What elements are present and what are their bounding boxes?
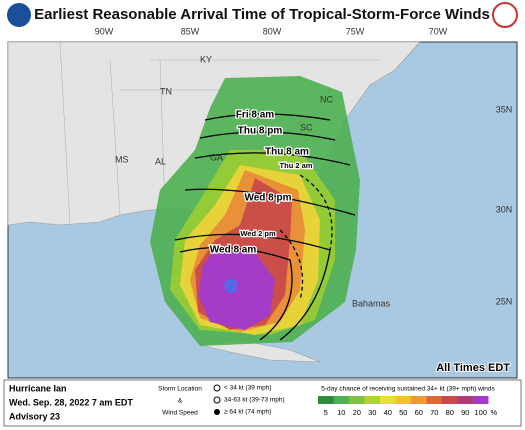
symbol-legend-item: < 34 kt (39 mph) xyxy=(224,385,272,392)
arrival-label: Thu 8 am xyxy=(265,147,309,158)
latitude-label: 30N xyxy=(496,204,513,214)
scale-swatch xyxy=(395,396,411,404)
scale-label: 60 xyxy=(415,408,423,417)
scale-label: 50 xyxy=(399,408,407,417)
prob-90 xyxy=(198,250,275,330)
scale-swatch xyxy=(333,396,349,404)
scale-label: 5 xyxy=(324,408,328,417)
latitude-label: 25N xyxy=(496,296,513,306)
scale-label: 20 xyxy=(353,408,361,417)
scale: 5 10 20 30 40 50 60 70 80 90 100% xyxy=(318,396,498,417)
time-note: All Times EDT xyxy=(436,362,510,374)
place-label: KY xyxy=(200,54,212,64)
symbol-legend-title: Storm Location xyxy=(158,386,202,393)
symbol-legend-title: & xyxy=(178,398,183,405)
scale-swatch xyxy=(364,396,380,404)
place-label: GA xyxy=(210,152,223,162)
storm-date: Wed. Sep. 28, 2022 7 am EDT xyxy=(9,397,133,407)
storm-name: Hurricane Ian xyxy=(9,383,67,393)
symbol-legend-item: ≥ 64 kt (74 mph) xyxy=(224,409,271,416)
scale-swatch xyxy=(426,396,442,404)
symbol-legend-title: Wind Speed xyxy=(162,410,198,417)
longitude-label: 75W xyxy=(346,26,365,36)
arrival-label: Wed 8 am xyxy=(210,245,257,256)
scale-label: 40 xyxy=(384,408,392,417)
scale-label: 30 xyxy=(368,408,376,417)
title: Earliest Reasonable Arrival Time of Trop… xyxy=(34,6,490,23)
scale-label: 10 xyxy=(337,408,345,417)
footer: Hurricane Ian Wed. Sep. 28, 2022 7 am ED… xyxy=(3,379,522,427)
advisory: Advisory 23 xyxy=(9,411,60,421)
longitude-label: 90W xyxy=(95,26,114,36)
scale-swatch xyxy=(473,396,489,404)
scale-label: 70 xyxy=(430,408,438,417)
arrival-label: Fri 8 am xyxy=(236,110,274,121)
place-label: AL xyxy=(155,156,166,166)
scale-swatch xyxy=(442,396,458,404)
longitude-label: 85W xyxy=(181,26,200,36)
map: 🌀 90W 85W 80W 75W 70W 35N 30N 25N KY TN … xyxy=(7,26,518,379)
scale-swatch xyxy=(349,396,365,404)
place-label: NC xyxy=(320,94,333,104)
arrival-label: Thu 2 am xyxy=(280,161,313,170)
scale-title: 5-day chance of receiving sustained 34+ … xyxy=(321,386,495,393)
place-label: TN xyxy=(160,86,172,96)
arrival-contours xyxy=(174,113,356,341)
longitude-label: 70W xyxy=(429,26,448,36)
scale-swatch xyxy=(318,396,334,404)
symbol-legend-item: 34-63 kt (39-73 mph) xyxy=(224,397,285,404)
longitude-label: 80W xyxy=(263,26,282,36)
scale-unit: % xyxy=(491,408,498,417)
place-label: Bahamas xyxy=(352,298,391,308)
place-label: MS xyxy=(115,154,129,164)
noaa-logo xyxy=(7,3,31,27)
place-label: SC xyxy=(300,122,313,132)
nws-logo xyxy=(492,2,518,28)
scale-label: 100 xyxy=(474,408,487,417)
scale-swatch xyxy=(380,396,396,404)
scale-swatch xyxy=(411,396,427,404)
storm-symbol: 🌀 xyxy=(224,278,239,293)
latitude-label: 35N xyxy=(496,104,513,114)
symbol-low xyxy=(213,384,221,392)
scale-label: 90 xyxy=(461,408,469,417)
symbol-high xyxy=(214,409,220,415)
arrival-label: Wed 2 pm xyxy=(240,229,276,238)
scale-label: 80 xyxy=(446,408,454,417)
arrival-label: Wed 8 pm xyxy=(244,193,291,204)
symbol-mid xyxy=(213,396,221,404)
arrival-label: Thu 8 pm xyxy=(238,126,283,137)
scale-swatch xyxy=(457,396,473,404)
